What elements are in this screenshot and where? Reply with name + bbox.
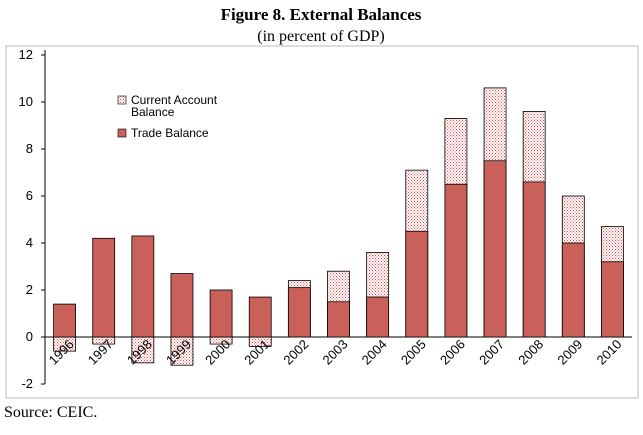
- x-tick-label: 2005: [398, 337, 429, 368]
- source-note: Source: CEIC.: [4, 404, 98, 421]
- chart-subtitle: (in percent of GDP): [257, 28, 385, 45]
- chart-frame: [5, 45, 639, 399]
- legend-label: Current Account Balance: [131, 93, 218, 119]
- x-tick-label: 2006: [437, 337, 468, 368]
- y-tick-label: 4: [26, 235, 33, 250]
- chart-title: Figure 8. External Balances: [221, 5, 422, 24]
- bar: [53, 303, 76, 338]
- bar: [483, 160, 507, 338]
- x-tick-label: 2002: [280, 337, 311, 368]
- bar: [601, 261, 624, 338]
- bar: [444, 183, 468, 338]
- x-tick-label: 2003: [320, 337, 351, 368]
- x-tick-label: 2004: [359, 337, 390, 368]
- y-tick-label: 12: [19, 47, 33, 62]
- y-tick-label: 0: [26, 329, 33, 344]
- y-tick-label: 8: [26, 141, 33, 156]
- legend-swatch: [117, 128, 127, 138]
- x-tick-label: 2009: [554, 337, 585, 368]
- bar: [170, 273, 194, 338]
- bar: [405, 230, 429, 338]
- y-tick-label: -2: [21, 376, 33, 391]
- bar: [287, 287, 311, 338]
- bar: [131, 235, 155, 338]
- x-tick-label: 2010: [593, 337, 624, 368]
- y-tick-label: 10: [19, 94, 33, 109]
- bar: [561, 242, 585, 338]
- x-tick-label: 2007: [476, 337, 507, 368]
- legend-swatch: [117, 95, 127, 105]
- bar: [366, 296, 390, 338]
- bar: [248, 296, 272, 338]
- x-tick-label: 2008: [515, 337, 546, 368]
- bar: [522, 181, 546, 338]
- y-tick-label: 2: [26, 282, 33, 297]
- legend-label: Trade Balance: [131, 126, 209, 140]
- y-tick-label: 6: [26, 188, 33, 203]
- bar: [209, 289, 233, 338]
- bar: [327, 301, 350, 338]
- bar: [92, 237, 116, 338]
